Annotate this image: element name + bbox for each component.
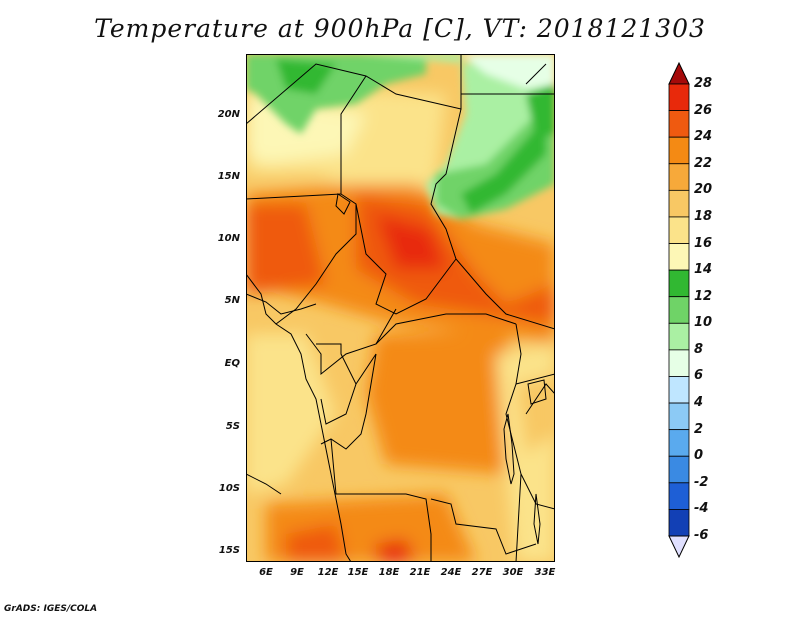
map-frame <box>246 54 555 562</box>
colorbar-swatches <box>668 61 690 559</box>
field-green-ne <box>436 104 555 219</box>
colorbar-label: -2 <box>694 474 709 490</box>
map-canvas <box>246 54 555 562</box>
colorbar-top-arrow <box>668 61 690 85</box>
lat-label: 20N <box>217 109 240 120</box>
colorbar-label: 4 <box>694 395 704 411</box>
lon-label: 15E <box>347 567 369 578</box>
colorbar-swatch <box>668 509 690 537</box>
colorbar-swatch <box>668 216 690 244</box>
lon-label: 6E <box>259 567 273 578</box>
colorbar-swatch <box>668 163 690 191</box>
red-sea-coast <box>525 63 547 85</box>
colorbar-label: 10 <box>694 315 713 331</box>
coastline <box>246 273 352 562</box>
colorbar-label: 18 <box>694 208 713 224</box>
colorbar-label: 0 <box>694 448 704 464</box>
colorbar-label: 6 <box>694 368 704 384</box>
field-south-red2 <box>376 539 416 562</box>
lon-label: 33E <box>534 567 556 578</box>
colorbar-swatch <box>668 376 690 404</box>
colorbar-label: 16 <box>694 235 713 251</box>
colorbar-label: -6 <box>694 528 709 543</box>
colorbar-swatch <box>668 243 690 271</box>
field-basin-orange <box>366 329 516 474</box>
lake-tanganyika <box>503 413 515 485</box>
lon-label: 12E <box>317 567 339 578</box>
colorbar-swatch <box>668 402 690 431</box>
colorbar-label: 26 <box>694 102 713 118</box>
lat-label: EQ <box>224 358 240 369</box>
colorbar-swatch <box>668 110 690 138</box>
lake-victoria <box>527 379 547 405</box>
field-red-core2 <box>376 214 446 269</box>
colorbar-swatch <box>668 269 690 298</box>
lat-label: 5S <box>225 421 240 432</box>
colorbar-swatch <box>668 429 690 457</box>
colorbar-label: 22 <box>694 155 713 171</box>
lon-label: 18E <box>378 567 400 578</box>
field-green-ne2 <box>526 84 555 139</box>
field-west-orange <box>246 204 326 294</box>
colorbar-label: 20 <box>694 182 713 198</box>
colorbar-swatch <box>668 189 690 218</box>
grads-credit: GrADS: IGES/COLA <box>4 604 98 614</box>
field-south-red <box>286 524 346 562</box>
colorbar-label: 2 <box>694 421 704 437</box>
colorbar-swatch <box>668 322 690 351</box>
country-borders <box>246 54 555 562</box>
field-coast-light <box>246 334 336 494</box>
colorbar-label: 12 <box>694 288 713 304</box>
lat-label: 10S <box>218 483 240 494</box>
colorbar-swatch <box>668 136 690 165</box>
lon-label: 21E <box>409 567 431 578</box>
colorbar-swatch <box>668 296 690 324</box>
temperature-map <box>246 54 555 562</box>
colorbar-label: 24 <box>694 129 713 145</box>
lat-label: 5N <box>224 295 240 306</box>
colorbar-swatch <box>668 83 690 111</box>
lon-label: 27E <box>471 567 493 578</box>
lon-label: 9E <box>290 567 304 578</box>
field-pale-ne <box>461 54 555 89</box>
lon-label: 24E <box>440 567 462 578</box>
colorbar-label: 28 <box>694 76 713 91</box>
lake-malawi <box>533 493 541 545</box>
lat-label: 15N <box>217 171 240 182</box>
lat-label: 15S <box>218 545 240 556</box>
colorbar <box>668 61 690 559</box>
colorbar-swatch <box>668 455 690 484</box>
lon-label: 30E <box>502 567 524 578</box>
colorbar-swatch <box>668 349 690 377</box>
colorbar-swatch <box>668 482 690 510</box>
colorbar-label: 14 <box>694 262 713 278</box>
colorbar-label: -4 <box>694 501 709 517</box>
field-green-ne-dark <box>461 114 546 214</box>
colorbar-bottom-arrow <box>668 535 690 559</box>
lake-chad <box>335 193 351 215</box>
colorbar-label: 8 <box>694 341 704 357</box>
map-title: Temperature at 900hPa [C], VT: 201812130… <box>94 14 706 43</box>
lat-label: 10N <box>217 233 240 244</box>
